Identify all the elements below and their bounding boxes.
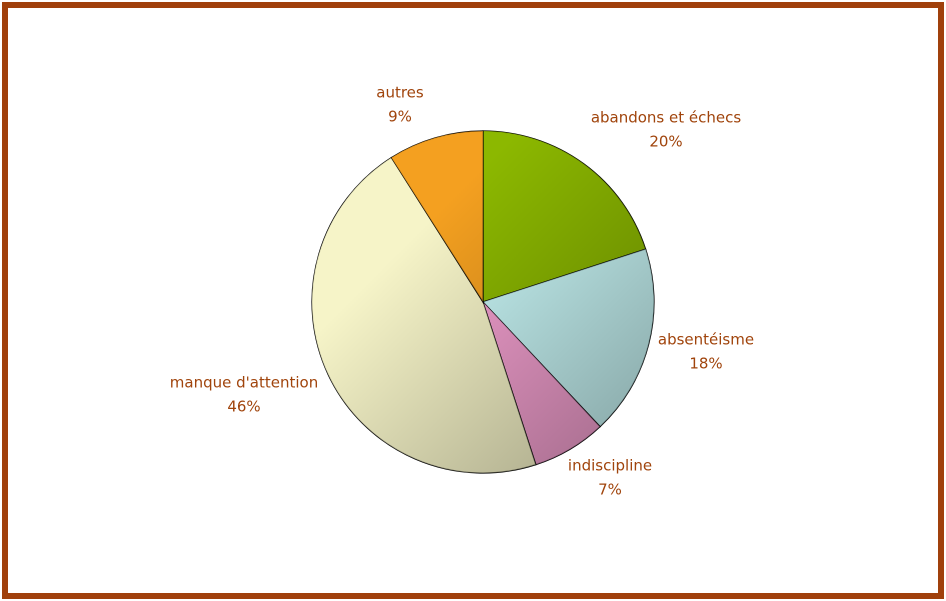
slice-label: manque d'attention	[170, 374, 318, 392]
slice-label: abandons et échecs	[591, 109, 742, 127]
slice-label: indiscipline	[568, 457, 652, 475]
slice-value-label: 18%	[689, 355, 722, 373]
slice-value-label: 20%	[649, 133, 682, 151]
slice-label: autres	[376, 84, 424, 102]
slice-label: absentéisme	[658, 331, 754, 349]
slice-value-label: 9%	[388, 108, 412, 126]
slice-value-label: 7%	[598, 481, 622, 499]
slice-value-label: 46%	[227, 398, 260, 416]
